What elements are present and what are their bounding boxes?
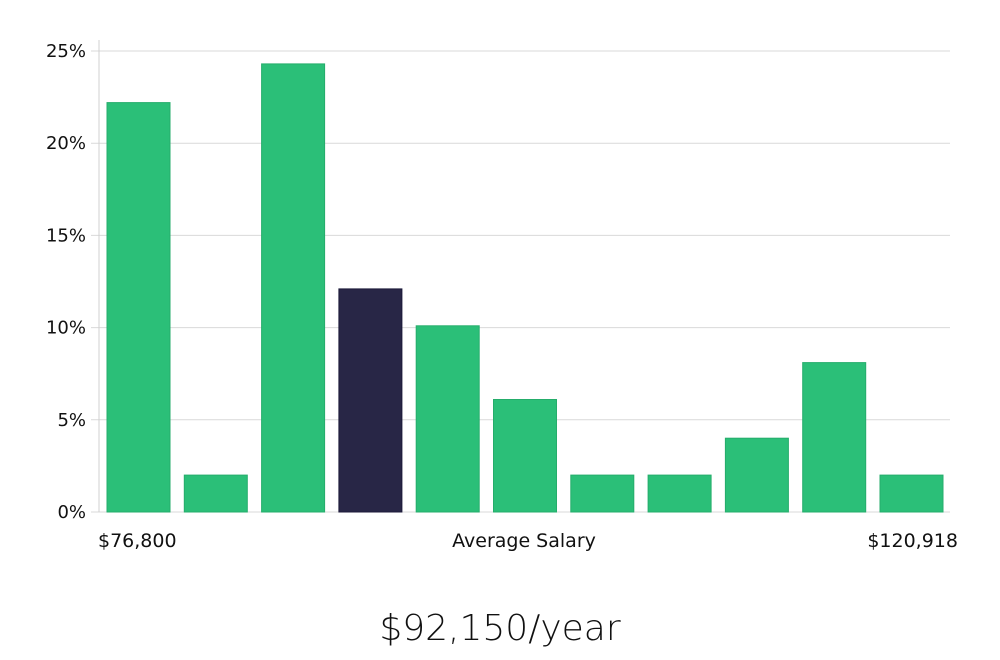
y-tick-label: 5% (57, 410, 86, 431)
x-axis-min-label: $76,800 (98, 530, 177, 552)
histogram-bar (261, 63, 326, 513)
histogram-bar (415, 325, 480, 513)
y-axis-ticks: 0% 5% 10% 15% 20% 25% (46, 41, 86, 523)
average-salary-value: $92,150/year (379, 608, 621, 649)
y-tick-label: 10% (46, 318, 86, 339)
x-axis-title: Average Salary (452, 530, 596, 552)
histogram-bar (724, 437, 789, 513)
histogram-bar (647, 474, 712, 513)
y-tick-label: 20% (46, 133, 86, 154)
salary-histogram: 0%5%10%15%20%25% $76,800 Average Salary … (46, 40, 958, 552)
histogram-bar (183, 474, 248, 513)
histogram-bar (493, 399, 557, 513)
histogram-bar-highlighted (338, 288, 403, 513)
bars (106, 63, 944, 513)
x-axis-max-label: $120,918 (867, 530, 958, 552)
y-tick-label: 0% (57, 502, 86, 523)
histogram-bar (106, 102, 171, 513)
histogram-bar (879, 474, 944, 513)
y-tick-label: 15% (46, 225, 86, 246)
histogram-bar (570, 474, 635, 513)
histogram-bar (802, 362, 867, 513)
y-tick-label: 25% (46, 41, 86, 62)
